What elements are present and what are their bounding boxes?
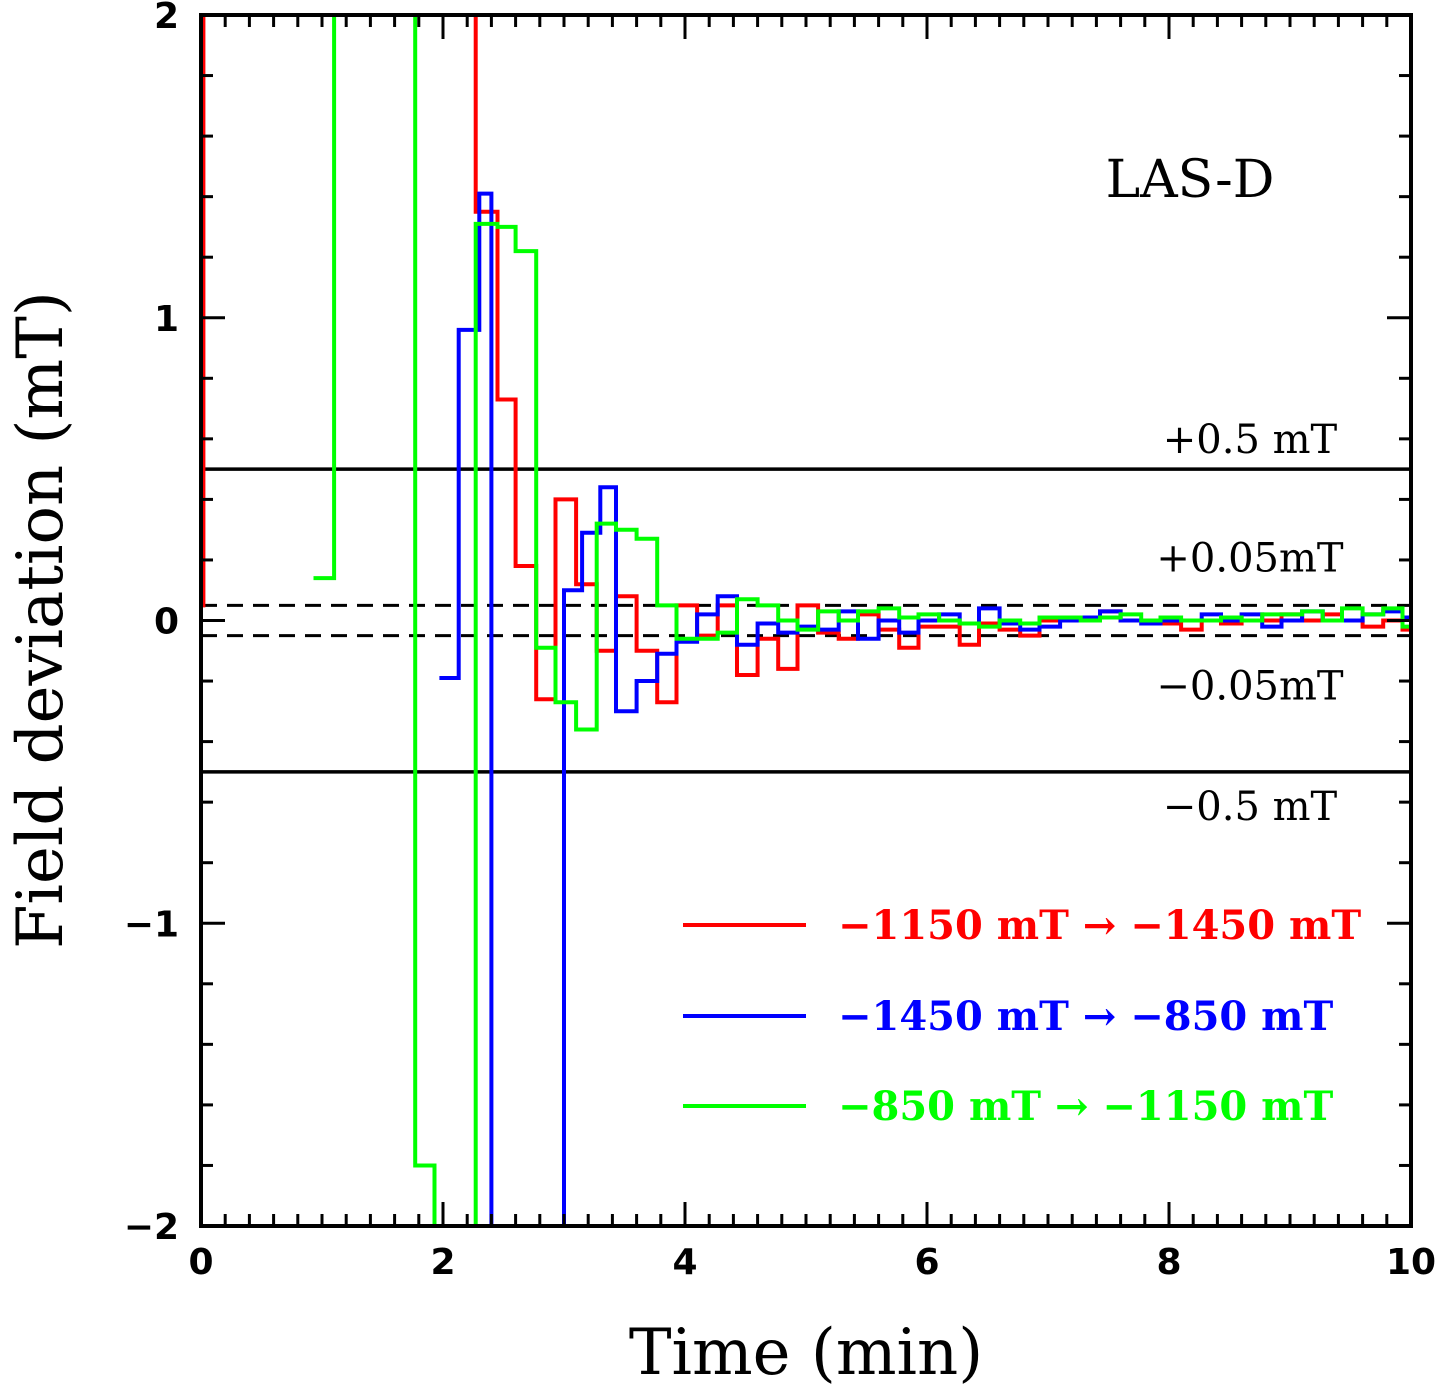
y-tick-label: −2 [124,1207,179,1248]
y-tick-label: −1 [124,904,179,945]
reference-line-label-1: +0.05mT [1156,535,1344,581]
x-tick-label: 8 [1156,1242,1181,1283]
series-line-1 [439,191,1411,1226]
legend-label-0: −1150 mT → −1450 mT [838,902,1361,949]
x-tick-label: 6 [914,1242,939,1283]
reference-line-labels: +0.5 mT +0.05mT −0.05mT −0.5 mT [1156,417,1344,830]
legend-label-1: −1450 mT → −850 mT [838,993,1333,1040]
y-tick-label: 0 [154,602,179,643]
series-layer [201,15,1411,1226]
legend-label-2: −850 mT → −1150 mT [838,1083,1333,1130]
x-tick-label: 0 [188,1242,213,1283]
reference-line-label-2: −0.05mT [1156,664,1344,710]
y-tick-label: 2 [154,0,179,37]
reference-line-label-0: +0.5 mT [1163,417,1338,463]
plot-frame [199,13,1413,1228]
tick-labels: 0 2 4 6 8 10 −2 −1 0 1 2 [124,0,1436,1283]
y-tick-label: 1 [154,299,179,340]
reference-line-label-3: −0.5 mT [1163,784,1338,830]
x-tick-label: 10 [1386,1242,1436,1283]
x-axis-title: Time (min) [629,1316,983,1390]
legend: −1150 mT → −1450 mT −1450 mT → −850 mT −85… [683,902,1361,1130]
y-axis-title: Field deviation (mT) [4,291,78,949]
x-tick-label: 2 [430,1242,455,1283]
panel-title: LAS-D [1106,150,1275,210]
series-line-2 [313,15,1411,1226]
x-tick-label: 4 [672,1242,697,1283]
